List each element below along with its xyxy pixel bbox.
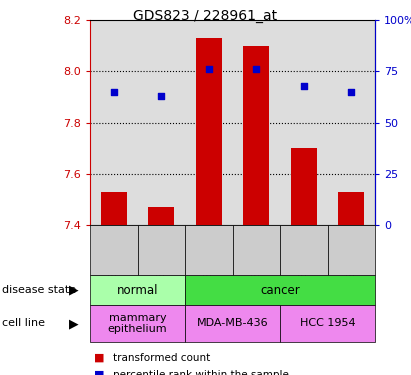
Text: ■: ■ [94, 353, 105, 363]
Bar [328, 225, 375, 275]
Bar [185, 225, 233, 275]
Text: MDA-MB-436: MDA-MB-436 [197, 318, 268, 328]
Text: ■: ■ [94, 370, 105, 375]
Text: cancer: cancer [260, 284, 300, 297]
Text: transformed count: transformed count [113, 353, 210, 363]
Bar [90, 275, 185, 305]
Text: GDS823 / 228961_at: GDS823 / 228961_at [134, 9, 277, 23]
Point [348, 89, 355, 95]
Bar [280, 305, 375, 342]
Point [300, 82, 307, 88]
Point [253, 66, 259, 72]
Text: percentile rank within the sample: percentile rank within the sample [113, 370, 289, 375]
Point [206, 66, 212, 72]
Bar [243, 46, 269, 225]
Text: cell line: cell line [2, 318, 45, 328]
Text: HCC 1954: HCC 1954 [300, 318, 356, 328]
Bar [196, 38, 222, 225]
Bar [148, 207, 174, 225]
Bar [291, 148, 317, 225]
Bar [101, 192, 127, 225]
Bar [338, 192, 364, 225]
Bar [185, 305, 280, 342]
Text: normal: normal [117, 284, 158, 297]
Bar [138, 225, 185, 275]
Bar [90, 225, 138, 275]
Text: mammary
epithelium: mammary epithelium [108, 313, 167, 334]
Point [158, 93, 164, 99]
Text: ▶: ▶ [69, 284, 79, 297]
Text: ▶: ▶ [69, 317, 79, 330]
Bar [280, 225, 328, 275]
Text: disease state: disease state [2, 285, 76, 295]
Bar [185, 275, 375, 305]
Bar [90, 305, 185, 342]
Bar [233, 225, 280, 275]
Point [111, 89, 117, 95]
